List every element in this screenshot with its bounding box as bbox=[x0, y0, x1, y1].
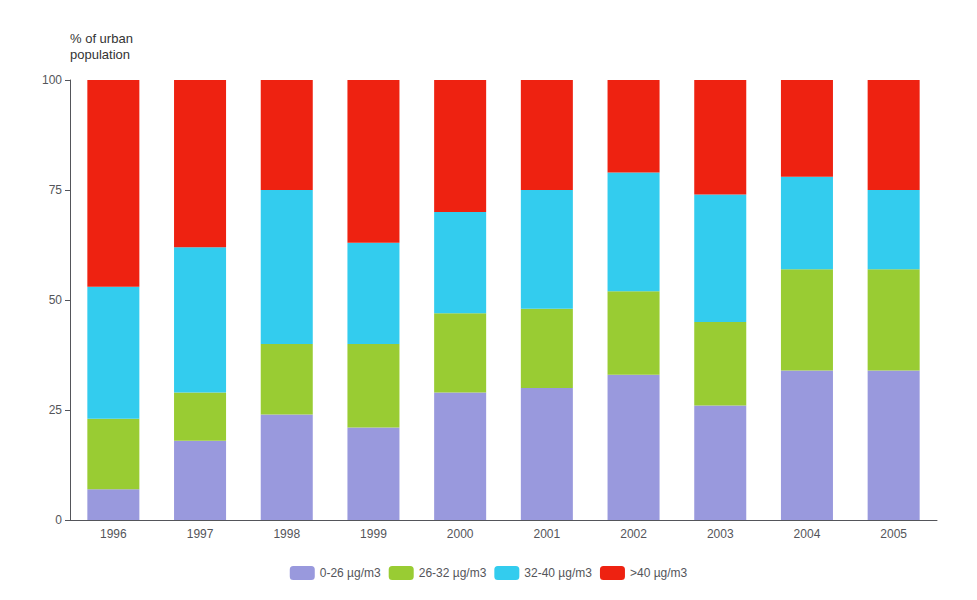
svg-text:1997: 1997 bbox=[187, 527, 214, 541]
svg-text:25: 25 bbox=[49, 403, 63, 417]
svg-text:1999: 1999 bbox=[360, 527, 387, 541]
svg-text:50: 50 bbox=[49, 293, 63, 307]
svg-text:0-26 µg/m3: 0-26 µg/m3 bbox=[320, 566, 381, 580]
svg-text:2005: 2005 bbox=[880, 527, 907, 541]
svg-text:1998: 1998 bbox=[273, 527, 300, 541]
svg-text:2001: 2001 bbox=[533, 527, 560, 541]
svg-text:2002: 2002 bbox=[620, 527, 647, 541]
svg-text:population: population bbox=[70, 47, 130, 62]
svg-text:26-32 µg/m3: 26-32 µg/m3 bbox=[419, 566, 487, 580]
svg-text:% of urban: % of urban bbox=[70, 31, 133, 46]
svg-text:75: 75 bbox=[49, 183, 63, 197]
svg-text:32-40 µg/m3: 32-40 µg/m3 bbox=[524, 566, 592, 580]
svg-text:2000: 2000 bbox=[447, 527, 474, 541]
svg-text:2004: 2004 bbox=[794, 527, 821, 541]
svg-text:100: 100 bbox=[42, 73, 62, 87]
svg-text:0: 0 bbox=[55, 513, 62, 527]
svg-text:2003: 2003 bbox=[707, 527, 734, 541]
svg-text:>40 µg/m3: >40 µg/m3 bbox=[630, 566, 688, 580]
svg-text:1996: 1996 bbox=[100, 527, 127, 541]
